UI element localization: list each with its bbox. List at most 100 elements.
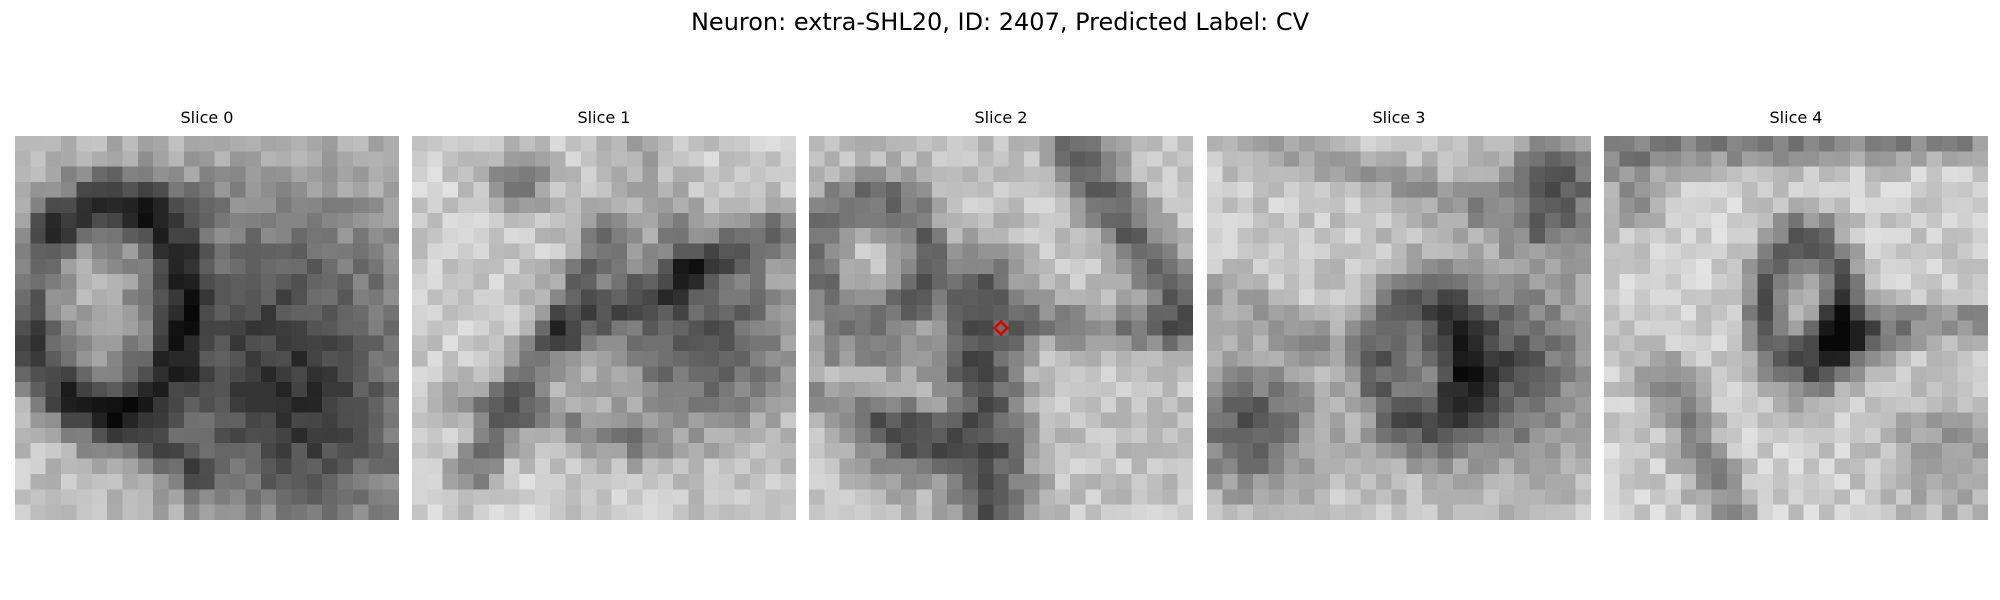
pixel [368,182,385,199]
pixel [1468,351,1485,367]
pixel [901,458,918,475]
pixel [673,182,690,199]
pixel [1696,258,1713,275]
pixel [230,381,246,398]
pixel [1819,212,1835,229]
pixel [245,166,262,183]
pixel [1711,320,1728,337]
pixel [673,443,690,460]
pixel [1314,289,1331,306]
pixel [199,458,216,475]
pixel [1299,351,1316,367]
pixel [30,289,47,306]
pixel [1452,366,1469,383]
pixel [1941,335,1958,352]
pixel [245,151,262,168]
pixel [383,351,399,367]
pixel [1619,289,1636,306]
pixel [1483,351,1500,367]
pixel [1972,212,1988,229]
pixel [870,412,887,429]
pixel [1422,443,1438,460]
pixel [1437,136,1454,152]
pixel [1406,412,1423,429]
pixel [1116,335,1133,352]
pixel [1131,473,1148,490]
pixel [1299,381,1316,398]
pixel [230,458,246,475]
pixel [1422,335,1438,352]
pixel [1772,151,1789,168]
pixel [1544,397,1561,414]
pixel [337,366,354,383]
pixel [1162,320,1179,337]
pixel [291,397,308,414]
pixel [565,304,582,321]
pixel [1529,258,1546,275]
pixel [91,289,108,306]
pixel [977,166,994,183]
pixel [1329,473,1346,490]
pixel [1008,381,1025,398]
pixel [673,489,690,506]
pixel [765,427,782,444]
pixel [442,197,459,214]
pixel [1941,427,1958,444]
pixel [1237,473,1254,490]
pixel [1100,304,1117,321]
pixel [734,151,751,168]
pixel [703,212,720,229]
pixel [1972,351,1988,367]
pixel [1024,412,1040,429]
pixel [1422,197,1438,214]
pixel [1665,212,1682,229]
pixel [1972,335,1988,352]
pixel [627,504,643,520]
pixel [1207,397,1223,414]
pixel [931,228,948,245]
pixel [809,381,825,398]
pixel [901,489,918,506]
pixel [534,258,551,275]
pixel [1070,473,1087,490]
pixel [230,151,246,168]
pixel [1772,335,1789,352]
pixel [1880,151,1897,168]
pixel [1604,397,1620,414]
pixel [122,166,139,183]
pixel [458,151,475,168]
pixel [580,258,597,275]
pixel [534,427,551,444]
pixel [1283,504,1300,520]
pixel [1757,351,1774,367]
pixel [1314,151,1331,168]
pixel [1757,182,1774,199]
pixel [1054,504,1071,520]
pixel [1268,427,1285,444]
pixel [168,212,185,229]
pixel [1299,489,1316,506]
pixel [901,335,918,352]
pixel [1619,243,1636,260]
pixel [153,304,170,321]
pixel [458,289,475,306]
pixel [137,458,154,475]
pixel [1772,228,1789,245]
pixel [1514,166,1531,183]
pixel [809,166,825,183]
pixel [565,289,582,306]
pixel [168,151,185,168]
pixel [627,412,643,429]
pixel [230,304,246,321]
pixel [993,335,1010,352]
pixel [780,212,796,229]
pixel [1452,166,1469,183]
pixel [245,381,262,398]
pixel [1742,274,1759,291]
pixel [1207,381,1223,398]
pixel [91,443,108,460]
pixel [1634,381,1651,398]
pixel [780,489,796,506]
pixel [1803,289,1820,306]
pixel [1726,166,1743,183]
